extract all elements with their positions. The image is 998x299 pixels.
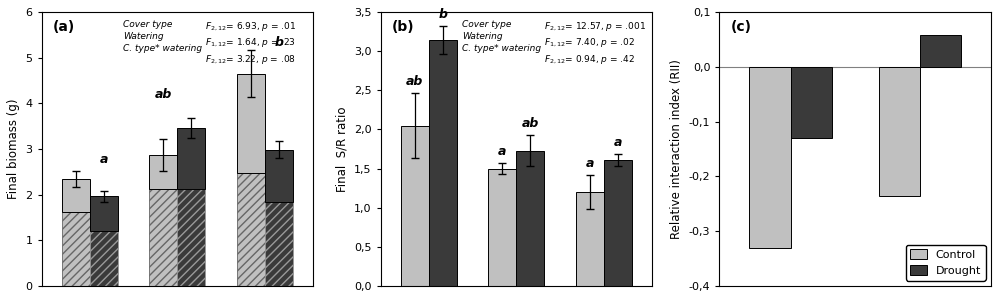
Text: ab: ab [406,75,423,88]
Bar [265,202,293,286]
Bar [878,67,920,196]
Text: Cover type
Watering
C. type* watering: Cover type Watering C. type* watering [123,20,203,53]
Bar [62,212,90,286]
Text: a: a [614,136,622,149]
Bar [576,192,604,286]
Bar [488,169,516,286]
Text: b: b [438,8,447,22]
Bar [604,160,632,286]
Bar [237,74,265,173]
Bar [178,128,206,189]
Y-axis label: Relative interaction index (RII): Relative interaction index (RII) [671,59,684,239]
Text: (a): (a) [53,20,75,34]
Bar [920,35,961,67]
Bar [401,126,429,286]
Text: ab: ab [522,117,539,130]
Text: ab: ab [155,88,172,101]
Text: Cover type
Watering
C. type* watering: Cover type Watering C. type* watering [462,20,541,53]
Text: (c): (c) [731,20,751,34]
Legend: Control, Drought: Control, Drought [905,245,985,280]
Y-axis label: Final  S/R ratio: Final S/R ratio [335,106,348,192]
Text: b: b [274,36,283,50]
Bar [178,189,206,286]
Text: a: a [100,153,108,167]
Bar [237,173,265,286]
Bar [265,150,293,202]
Bar [790,67,832,138]
Text: (b): (b) [391,20,414,34]
Text: a: a [498,145,507,158]
Text: a: a [586,157,594,170]
Bar [150,155,178,189]
Y-axis label: Final biomass (g): Final biomass (g) [7,99,20,199]
Text: $F_{2,12}$= 6.93, $p$ = .01
$F_{1,12}$= 1.64, $p$ = .23
$F_{2,12}$= 3.22, $p$ = : $F_{2,12}$= 6.93, $p$ = .01 $F_{1,12}$= … [205,20,296,66]
Text: $F_{2,12}$= 12.57, $p$ = .001
$F_{1,12}$= 7.40, $p$ = .02
$F_{2,12}$= 0.94, $p$ : $F_{2,12}$= 12.57, $p$ = .001 $F_{1,12}$… [544,20,646,66]
Bar [90,231,118,286]
Bar [90,196,118,231]
Bar [150,189,178,286]
Bar [516,151,544,286]
Bar [749,67,790,248]
Bar [62,179,90,212]
Bar [429,40,457,286]
